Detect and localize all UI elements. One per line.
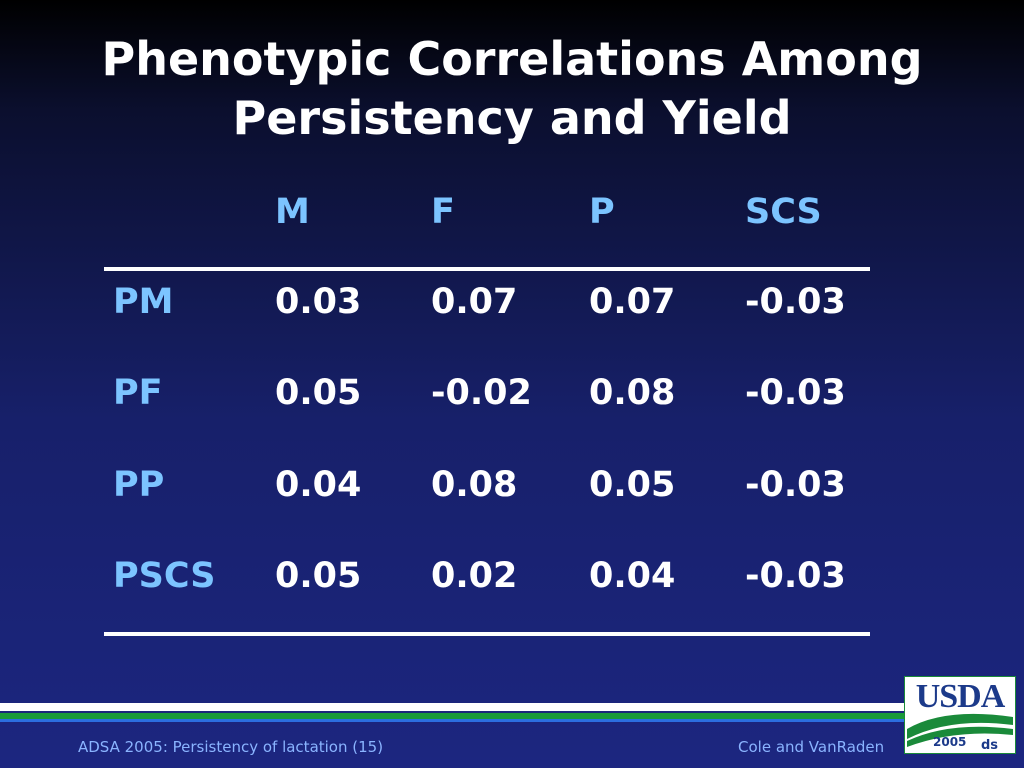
table-cell: 0.04 bbox=[275, 465, 362, 505]
row-label-pscs: PSCS bbox=[113, 556, 216, 596]
table-cell: 0.05 bbox=[589, 465, 676, 505]
usda-logo-text: USDA bbox=[915, 678, 1006, 715]
row-label-pp: PP bbox=[113, 465, 165, 505]
column-header-p: P bbox=[589, 192, 615, 232]
table-cell: -0.02 bbox=[431, 373, 532, 413]
table-cell: 0.08 bbox=[589, 373, 676, 413]
footer-band-blue bbox=[0, 719, 904, 722]
table-top-rule bbox=[104, 267, 870, 271]
table-cell: 0.07 bbox=[431, 282, 518, 322]
column-header-scs: SCS bbox=[745, 192, 822, 232]
table-cell: -0.03 bbox=[745, 373, 846, 413]
table-cell: 0.04 bbox=[589, 556, 676, 596]
table-cell: 0.03 bbox=[275, 282, 362, 322]
footer-right-text: Cole and VanRaden bbox=[738, 738, 885, 756]
table-cell: 0.08 bbox=[431, 465, 518, 505]
column-header-m: M bbox=[275, 192, 310, 232]
usda-logo-wave-icon: ds bbox=[907, 713, 1013, 753]
footer-band-green bbox=[0, 713, 904, 719]
column-header-f: F bbox=[431, 192, 455, 232]
table-cell: 0.02 bbox=[431, 556, 518, 596]
footer-left-text: ADSA 2005: Persistency of lactation (15) bbox=[78, 738, 384, 756]
table-cell: 0.07 bbox=[589, 282, 676, 322]
table-cell: -0.03 bbox=[745, 282, 846, 322]
table-cell: 0.05 bbox=[275, 373, 362, 413]
usda-logo: USDA ds 2005 bbox=[904, 676, 1016, 754]
usda-logo-year: 2005 bbox=[933, 735, 967, 749]
table-cell: 0.05 bbox=[275, 556, 362, 596]
title-line-1: Phenotypic Correlations Among bbox=[101, 32, 923, 86]
table-bottom-rule bbox=[104, 632, 870, 636]
row-label-pm: PM bbox=[113, 282, 174, 322]
footer-band-white bbox=[0, 703, 904, 711]
row-label-pf: PF bbox=[113, 373, 163, 413]
slide-title: Phenotypic Correlations Among Persistenc… bbox=[0, 30, 1024, 148]
svg-text:ds: ds bbox=[981, 738, 998, 753]
table-cell: -0.03 bbox=[745, 556, 846, 596]
table-cell: -0.03 bbox=[745, 465, 846, 505]
title-line-2: Persistency and Yield bbox=[232, 91, 792, 145]
